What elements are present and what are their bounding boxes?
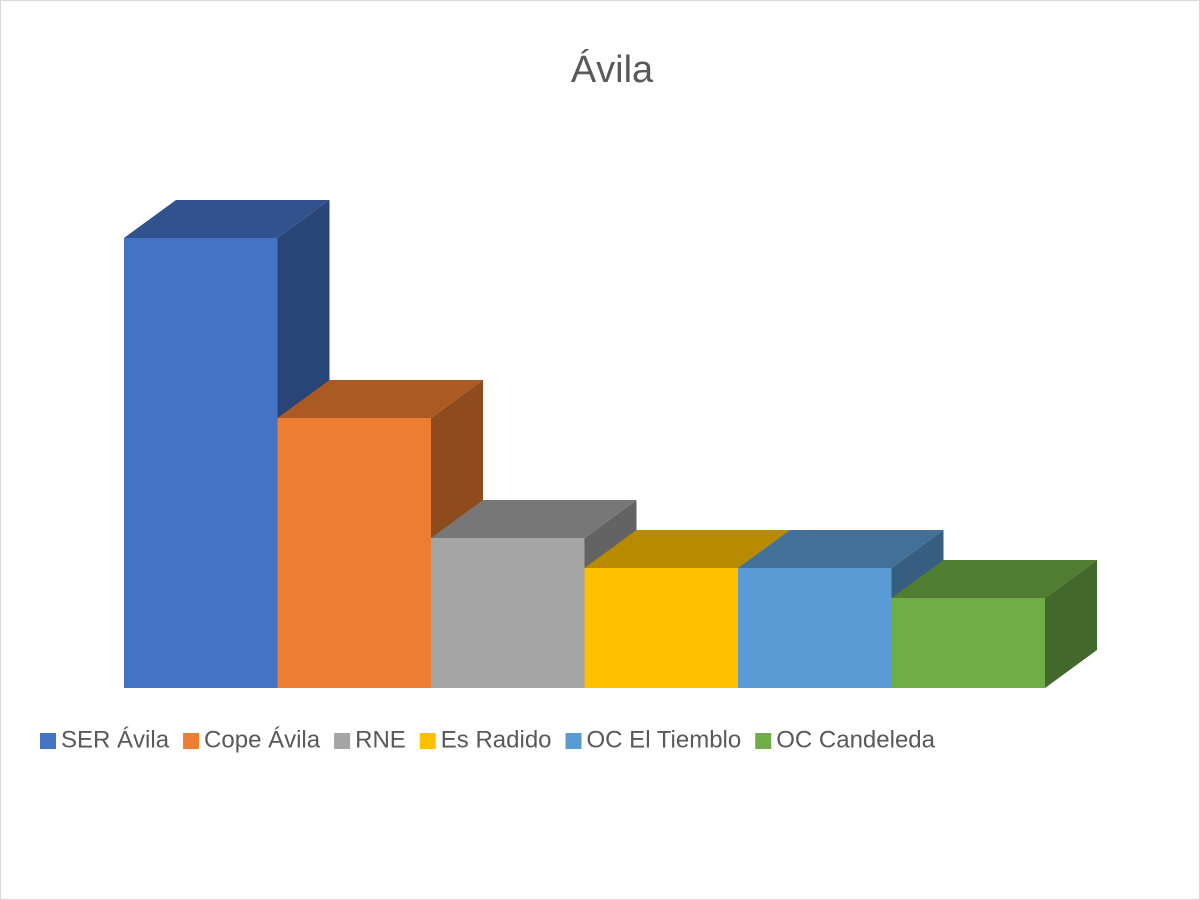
bar-front [738,568,892,688]
legend-label: RNE [355,726,406,753]
bar-top [584,530,790,568]
bar [891,560,1097,688]
legend-swatch [334,733,351,749]
bar-top [277,380,483,418]
legend-label: OC El Tiemblo [587,726,742,753]
legend-swatch [419,733,436,749]
bar-front [891,598,1045,688]
legend-label: Cope Ávila [204,726,321,753]
bar [277,380,483,688]
bar-top [124,200,330,238]
bar-top [738,530,944,568]
legend-swatch [755,733,772,749]
legend-swatch [40,733,56,749]
legend-swatch [183,733,200,749]
bar-front [584,568,738,688]
bar-front [124,238,278,688]
bar-front [431,538,585,688]
legend-label: OC Candeleda [776,726,935,753]
bar-top [431,500,637,538]
chart-title: Ávila [571,48,654,91]
bar-top [891,560,1097,598]
bar-side [1045,560,1097,688]
legend-label: Es Radido [441,726,552,753]
legend-swatch [565,733,582,749]
legend-label: SER Ávila [61,726,170,753]
bar-front [277,418,431,688]
